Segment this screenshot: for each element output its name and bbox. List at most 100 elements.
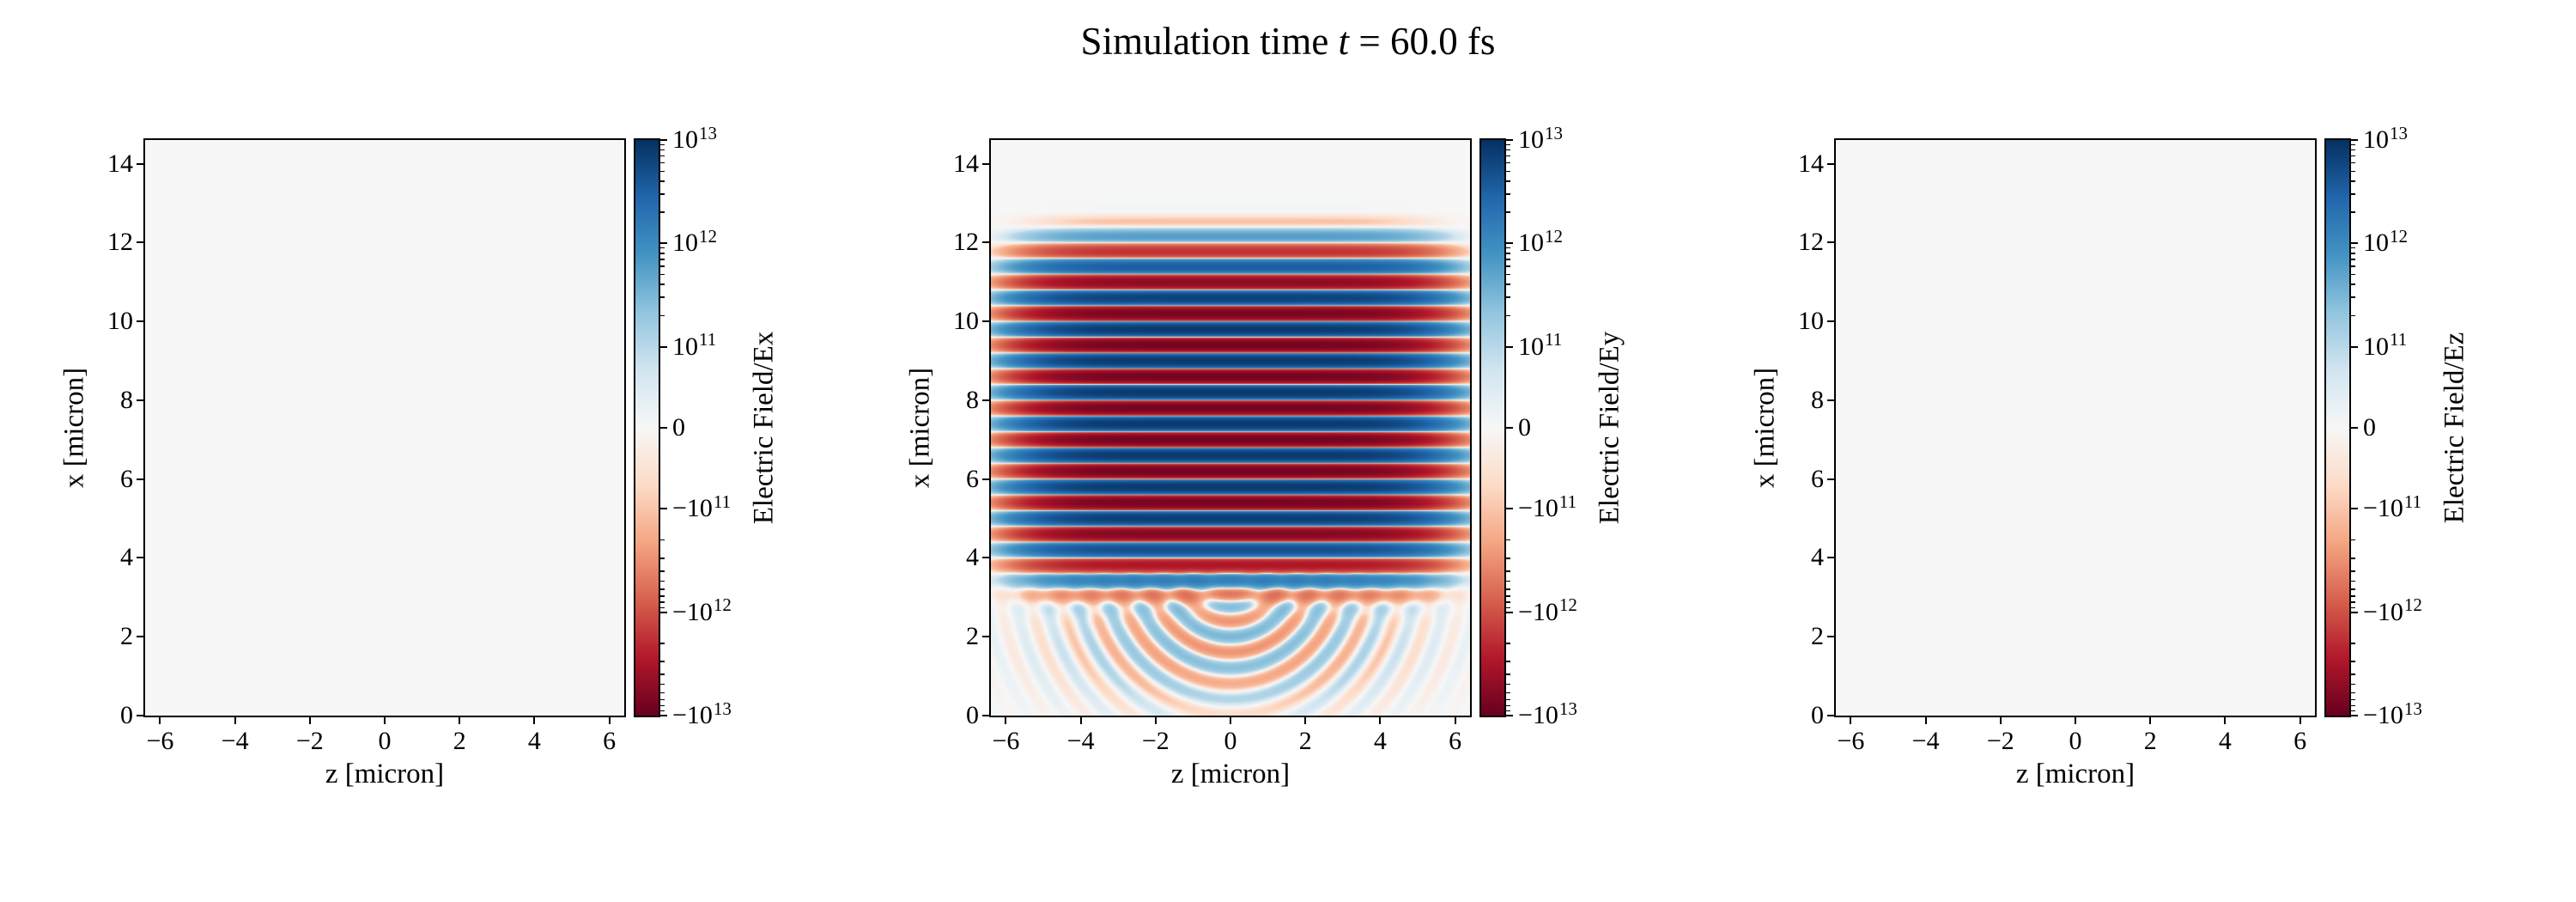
y-tick (982, 557, 989, 559)
y-tick-label: 8 (966, 385, 979, 414)
colorbar-minor-tick (660, 588, 665, 590)
colorbar-tick-label: 0 (2363, 413, 2376, 442)
colorbar-minor-tick (1506, 155, 1510, 157)
x-tick-label: −6 (992, 727, 1020, 755)
title-prefix: Simulation time (1080, 20, 1339, 63)
colorbar-minor-tick (2351, 143, 2355, 146)
colorbar-minor-tick (2351, 162, 2355, 164)
exponent: 11 (713, 491, 732, 512)
x-tick-label: 4 (1373, 727, 1387, 755)
x-tick-label: 2 (453, 727, 466, 755)
x-tick (2224, 717, 2227, 724)
x-tick (234, 717, 236, 724)
colorbar-minor-tick (660, 143, 665, 146)
colorbar-minor-tick (660, 162, 665, 164)
colorbar-minor-tick (660, 180, 665, 182)
colorbar-minor-tick (2351, 283, 2355, 285)
x-tick (1924, 717, 1927, 724)
x-tick-label: −4 (1066, 727, 1095, 755)
x-tick-label: −2 (1986, 727, 2014, 755)
x-tick (608, 717, 611, 724)
colorbar-minor-tick (660, 595, 665, 597)
title-variable: t (1338, 20, 1350, 63)
colorbar-minor-tick (2351, 296, 2355, 298)
colorbar-axis-label: Electric Field/Ey (1594, 331, 1625, 525)
exponent: 12 (2403, 594, 2422, 616)
y-tick-label: 6 (966, 464, 979, 493)
x-tick (1230, 717, 1231, 724)
colorbar-tick-label: 0 (1518, 413, 1531, 442)
colorbar-tick (1506, 427, 1513, 429)
colorbar-tick-label: −1011 (672, 491, 732, 523)
colorbar-minor-tick (2351, 265, 2355, 267)
exponent: 13 (699, 122, 717, 143)
colorbar-minor-tick (2351, 211, 2355, 213)
colorbar-tick-label: 1013 (1518, 122, 1563, 154)
exponent: 12 (2390, 225, 2408, 247)
colorbar-minor-tick (660, 539, 665, 541)
colorbar-tick-label: 1011 (1518, 329, 1563, 361)
y-tick-label: 6 (1811, 464, 1824, 493)
colorbar-tick (2351, 139, 2358, 141)
x-tick-label: 6 (603, 727, 617, 755)
x-axis-label: z [micron] (2015, 759, 2136, 789)
exponent: 11 (2403, 491, 2422, 512)
x-tick-label: 2 (2143, 727, 2157, 755)
heatmap-canvas-ey (989, 138, 1472, 717)
colorbar-tick-label: 1013 (2363, 122, 2408, 154)
y-axis-label: x [micron] (1749, 367, 1781, 489)
colorbar-tick (1506, 715, 1513, 716)
x-tick-label: −4 (221, 727, 249, 755)
colorbar-tick-label: −1012 (672, 594, 732, 626)
colorbar-minor-tick (2351, 588, 2355, 590)
colorbar-tick (660, 427, 667, 429)
x-tick-label: 0 (378, 727, 392, 755)
x-axis-label: z [micron] (1170, 759, 1291, 789)
colorbar-tick-label: 1012 (2363, 225, 2408, 258)
colorbar-minor-tick (2351, 170, 2355, 172)
colorbar-tick (2351, 242, 2358, 245)
colorbar-minor-tick (2351, 692, 2355, 693)
x-tick (2075, 717, 2076, 724)
y-tick-label: 0 (966, 701, 979, 729)
colorbar-tick (2351, 508, 2358, 510)
x-tick-label: −6 (1837, 727, 1865, 755)
colorbar-tick (660, 139, 667, 141)
y-tick (1827, 715, 1834, 716)
x-tick (533, 717, 536, 724)
heatmap-canvas-ez (1834, 138, 2317, 717)
y-tick (137, 715, 143, 716)
colorbar-minor-tick (660, 710, 665, 712)
panel-ex: −6 −4 −2 0 2 4 6 0 2 4 6 8 10 12 14 z [micron] x [micron… (59, 123, 780, 790)
colorbar-tick-label: 1013 (672, 122, 717, 154)
x-tick (1379, 717, 1382, 724)
x-tick-label: −4 (1911, 727, 1940, 755)
x-tick (1005, 717, 1007, 724)
y-tick-label: 0 (120, 701, 133, 729)
colorbar-tick-label: 1011 (672, 329, 717, 361)
y-tick (982, 399, 989, 401)
y-axis-label: x [micron] (58, 367, 90, 489)
x-tick (1850, 717, 1852, 724)
colorbar-minor-tick (2351, 710, 2355, 712)
colorbar-minor-tick (660, 247, 665, 249)
x-tick-label: 0 (1224, 727, 1237, 755)
colorbar-minor-tick (660, 698, 665, 701)
colorbar-minor-tick (2351, 149, 2355, 151)
colorbar-minor-tick (660, 265, 665, 267)
colorbar-minor-tick (1506, 193, 1510, 195)
y-tick-label: 4 (966, 543, 979, 572)
colorbar-minor-tick (2351, 673, 2355, 675)
y-tick-label: 6 (120, 464, 133, 493)
colorbar-minor-tick (1506, 673, 1510, 675)
y-tick (982, 636, 989, 638)
y-tick (1827, 399, 1834, 401)
colorbar-minor-tick (2351, 704, 2355, 707)
y-tick-label: 10 (1798, 307, 1824, 336)
heatmap-canvas-ex (143, 138, 626, 717)
exponent: 13 (1545, 122, 1563, 143)
colorbar-minor-tick (1506, 143, 1510, 146)
colorbar-tick (2351, 611, 2358, 613)
colorbar-minor-tick (660, 149, 665, 151)
